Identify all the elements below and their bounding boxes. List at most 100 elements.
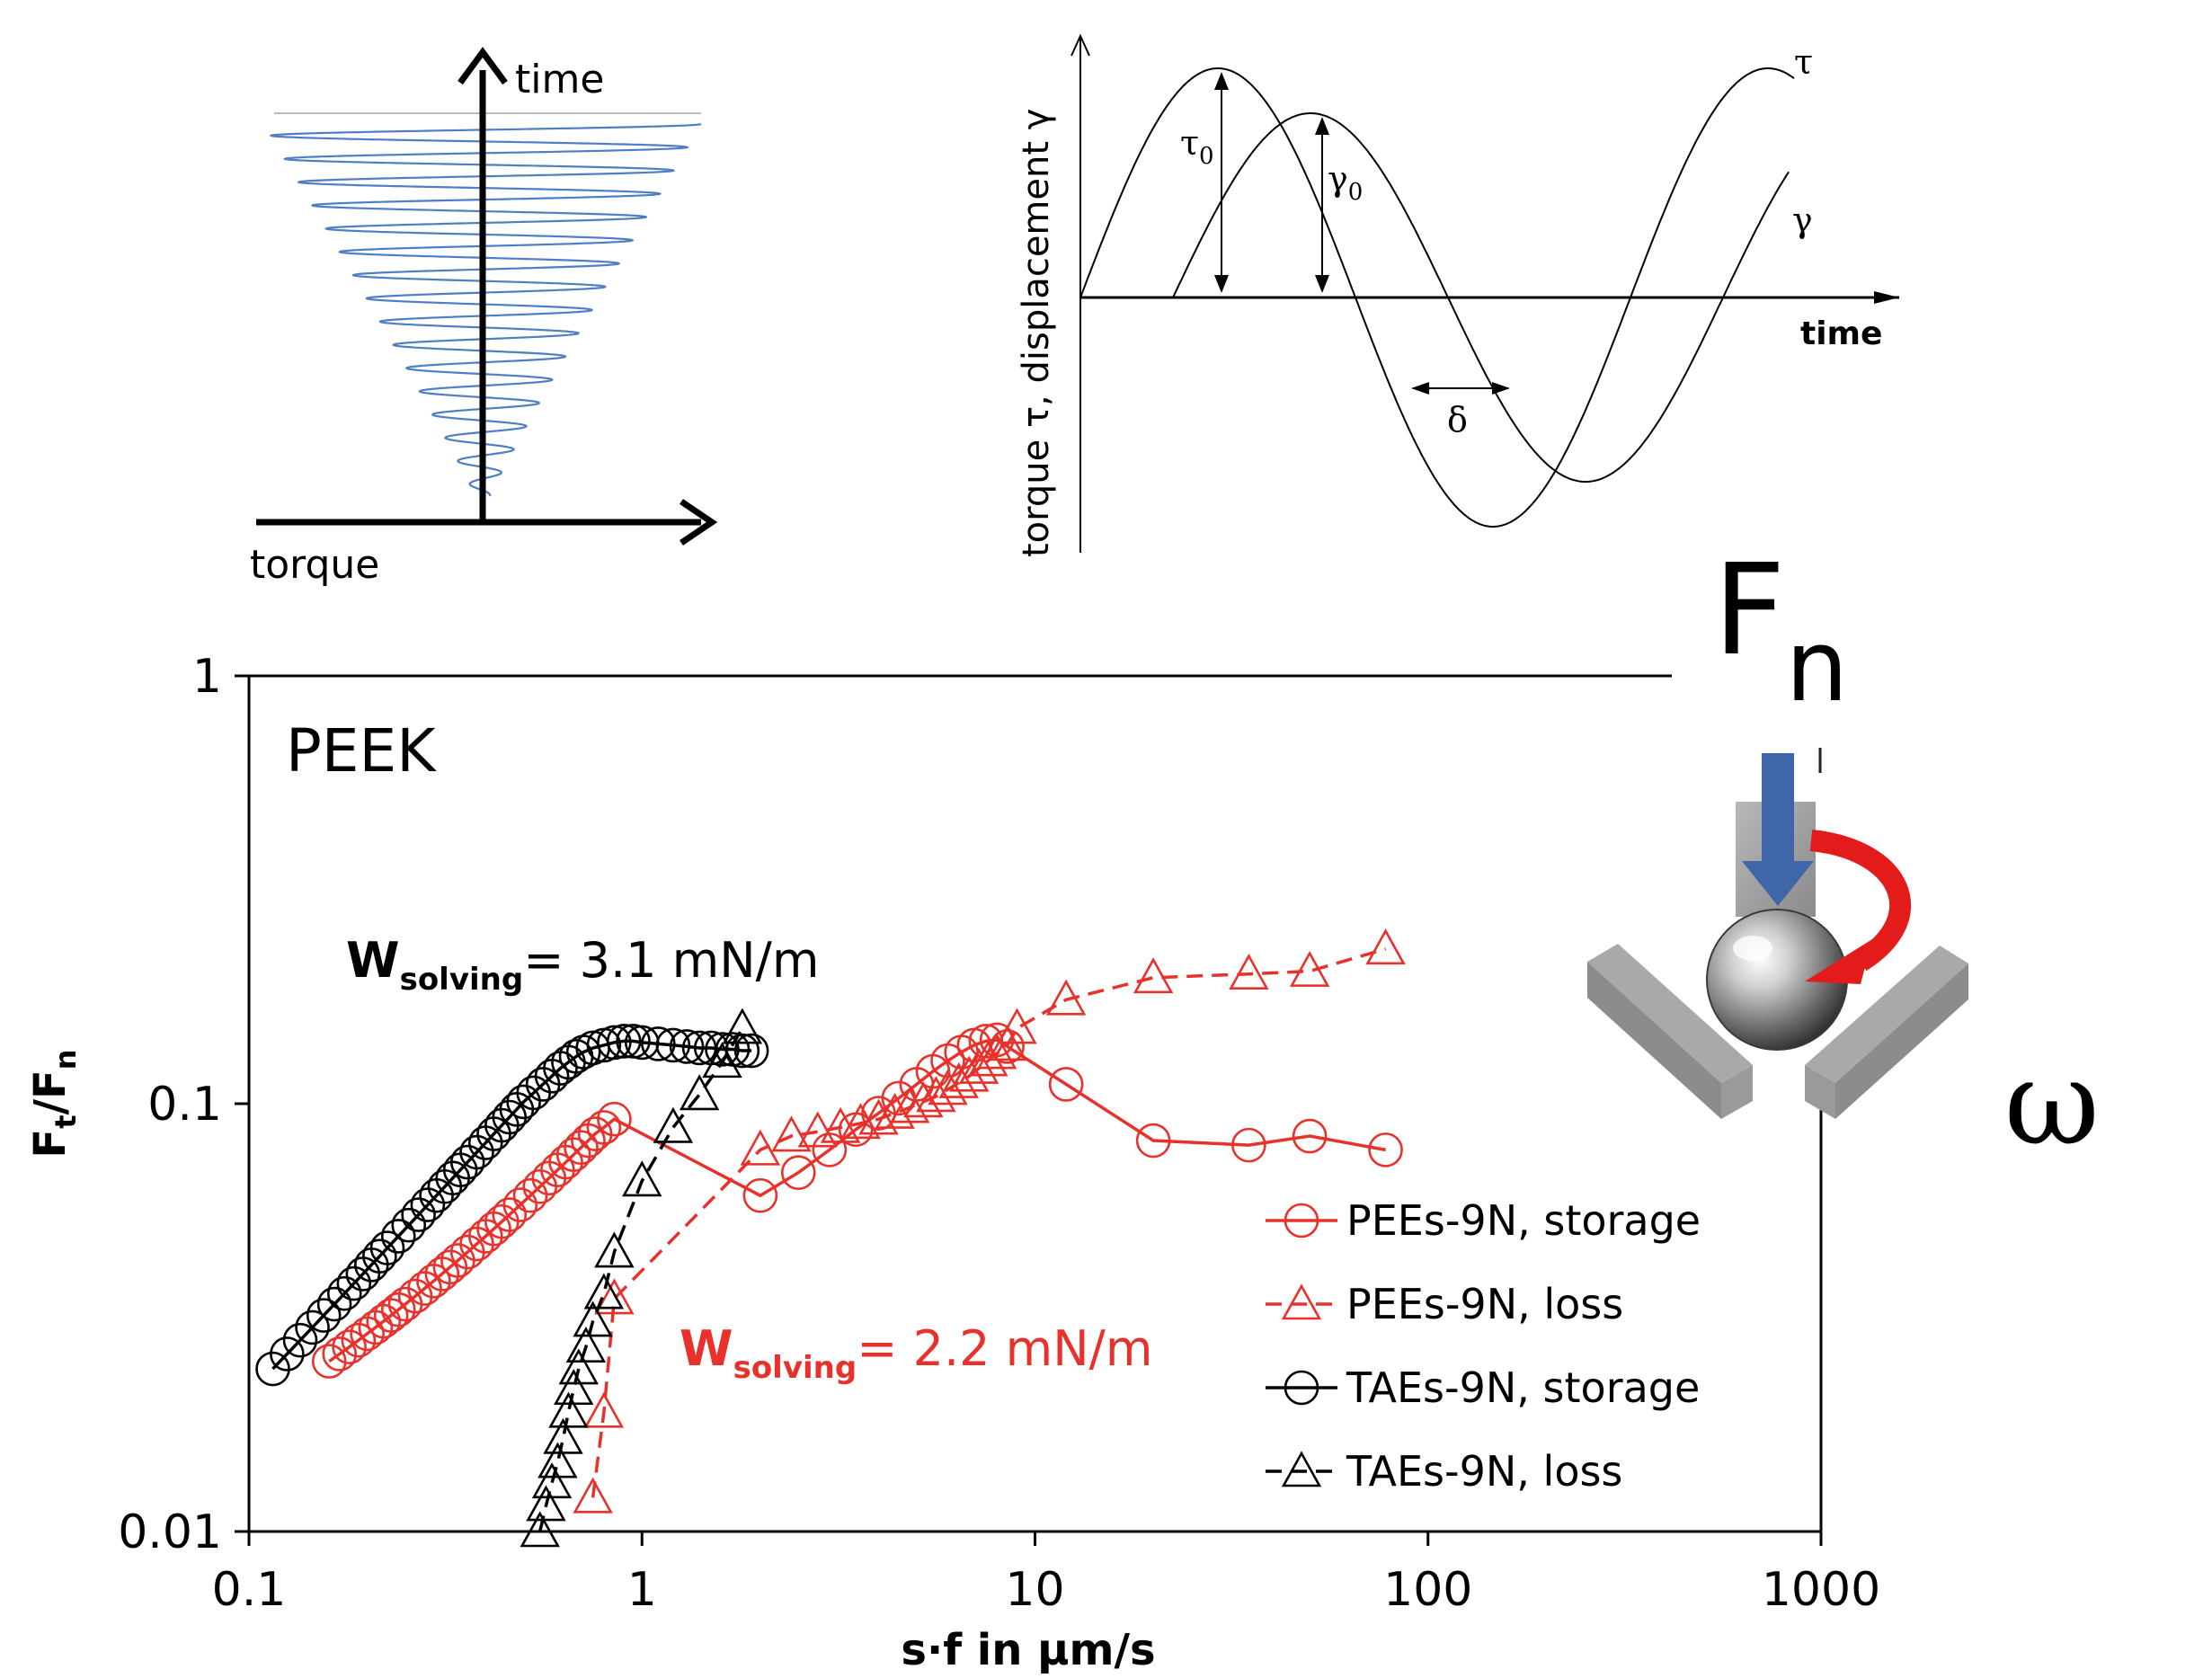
series-3	[255, 1024, 769, 1387]
data-point	[380, 1219, 416, 1254]
data-point	[976, 1033, 1017, 1070]
series-line	[537, 1027, 744, 1532]
tau0-arrowhead-bottom	[1214, 275, 1229, 293]
series-2	[573, 928, 1406, 1514]
data-point	[583, 1391, 625, 1428]
data-point	[1289, 950, 1330, 987]
data-point	[669, 1029, 705, 1064]
data-point	[597, 1025, 632, 1061]
oscillation-y-label: torque τ, displacement γ	[1016, 109, 1057, 557]
panel-label: PEEK	[286, 716, 437, 786]
data-point	[311, 1344, 347, 1379]
legend-item: TAEs-9N, storage	[1266, 1363, 1700, 1412]
data-point	[520, 1511, 560, 1548]
gamma0-label: γ0	[1328, 159, 1363, 206]
data-point	[1368, 1132, 1403, 1167]
data-point	[1048, 1067, 1084, 1102]
legend-swatch-marker	[1284, 1203, 1319, 1239]
data-point	[407, 1271, 442, 1306]
holder-block-left-top	[1587, 944, 1753, 1083]
delta-label: δ	[1447, 400, 1468, 439]
legend-label: PEEs-9N, storage	[1346, 1196, 1701, 1245]
annotation-red: Wsolving= 2.2 mN/m	[680, 1320, 1152, 1386]
legend-label: TAEs-9N, loss	[1346, 1447, 1622, 1496]
delta-arrowhead-left	[1411, 382, 1429, 395]
data-point	[555, 1137, 591, 1173]
gamma-curve-label: γ	[1792, 200, 1813, 240]
data-point	[1229, 954, 1269, 990]
data-point	[938, 1061, 979, 1098]
data-point	[1133, 957, 1174, 994]
data-point	[564, 1130, 599, 1166]
oscillation-time-arrowhead-tip	[1874, 291, 1899, 304]
data-point	[742, 1177, 778, 1213]
series-1	[311, 1022, 1403, 1379]
data-point	[1135, 1123, 1171, 1159]
normal-force-arrow	[1742, 753, 1814, 906]
data-point	[558, 1348, 599, 1385]
rotation-arrowhead	[1805, 939, 1872, 984]
data-point	[653, 1106, 694, 1143]
holder-block-right-front	[1835, 963, 1968, 1119]
data-point	[391, 1207, 427, 1243]
data-point	[606, 1024, 642, 1059]
data-point	[916, 1076, 956, 1113]
data-point	[1292, 1118, 1328, 1154]
ball-highlight	[1733, 936, 1772, 961]
gamma-curve	[1172, 112, 1790, 483]
data-point	[449, 1144, 485, 1180]
data-point	[1231, 1127, 1266, 1163]
angular-frequency-label: ω	[2004, 1034, 2100, 1171]
legend-label: TAEs-9N, storage	[1346, 1363, 1700, 1412]
data-point	[369, 1230, 405, 1265]
sweep-time-label: time	[515, 57, 604, 102]
data-point	[506, 1084, 541, 1120]
data-point	[928, 1069, 968, 1105]
data-point	[586, 1110, 622, 1145]
data-point	[771, 1115, 812, 1152]
legend-swatch-marker	[1281, 1283, 1322, 1320]
y-axis-label: Ft/Fn	[25, 1049, 83, 1158]
data-point	[306, 1298, 342, 1333]
data-point	[543, 1417, 583, 1454]
data-point	[322, 1336, 358, 1372]
legend-swatch-marker	[1284, 1370, 1319, 1406]
setup-schematic: Fn ω	[1587, 537, 2100, 1171]
data-point	[502, 1187, 538, 1222]
data-point	[573, 1301, 613, 1337]
holder-block-right-side	[1805, 1065, 1835, 1119]
data-point	[573, 1477, 613, 1514]
tau0-arrowhead-top	[1214, 72, 1229, 90]
data-point	[597, 1101, 632, 1137]
data-point	[733, 1033, 769, 1069]
annotation-black: Wsolving= 3.1 mN/m	[346, 932, 819, 998]
oscillation-y-arrowhead	[1070, 33, 1090, 57]
holder-block-right-top	[1805, 946, 1968, 1083]
rotation-arrow	[1809, 830, 1911, 972]
series-layer	[255, 928, 1406, 1548]
data-point	[512, 1177, 548, 1213]
oscillation-time-label: time	[1800, 315, 1882, 352]
data-point	[1365, 928, 1406, 965]
data-point	[531, 1462, 573, 1499]
sweep-schematic: time torque	[250, 47, 718, 588]
data-point	[594, 1231, 635, 1268]
data-point	[622, 1160, 662, 1197]
data-point	[295, 1310, 330, 1345]
y-tick-label: 0.01	[118, 1505, 222, 1559]
data-point	[780, 1155, 816, 1191]
legend-item: PEEs-9N, storage	[1266, 1196, 1701, 1245]
data-point	[1045, 979, 1087, 1016]
data-point	[797, 1111, 838, 1148]
holder-block-left-front	[1587, 962, 1721, 1119]
data-point	[679, 1074, 720, 1111]
data-point	[889, 1087, 930, 1123]
data-point	[740, 1129, 781, 1166]
data-point	[583, 1273, 625, 1310]
data-point	[341, 1322, 377, 1358]
x-axis-label: s·f in µm/s	[901, 1625, 1155, 1675]
tau-curve	[1079, 67, 1795, 528]
x-tick-label: 1	[627, 1563, 657, 1617]
data-point	[526, 1485, 566, 1522]
